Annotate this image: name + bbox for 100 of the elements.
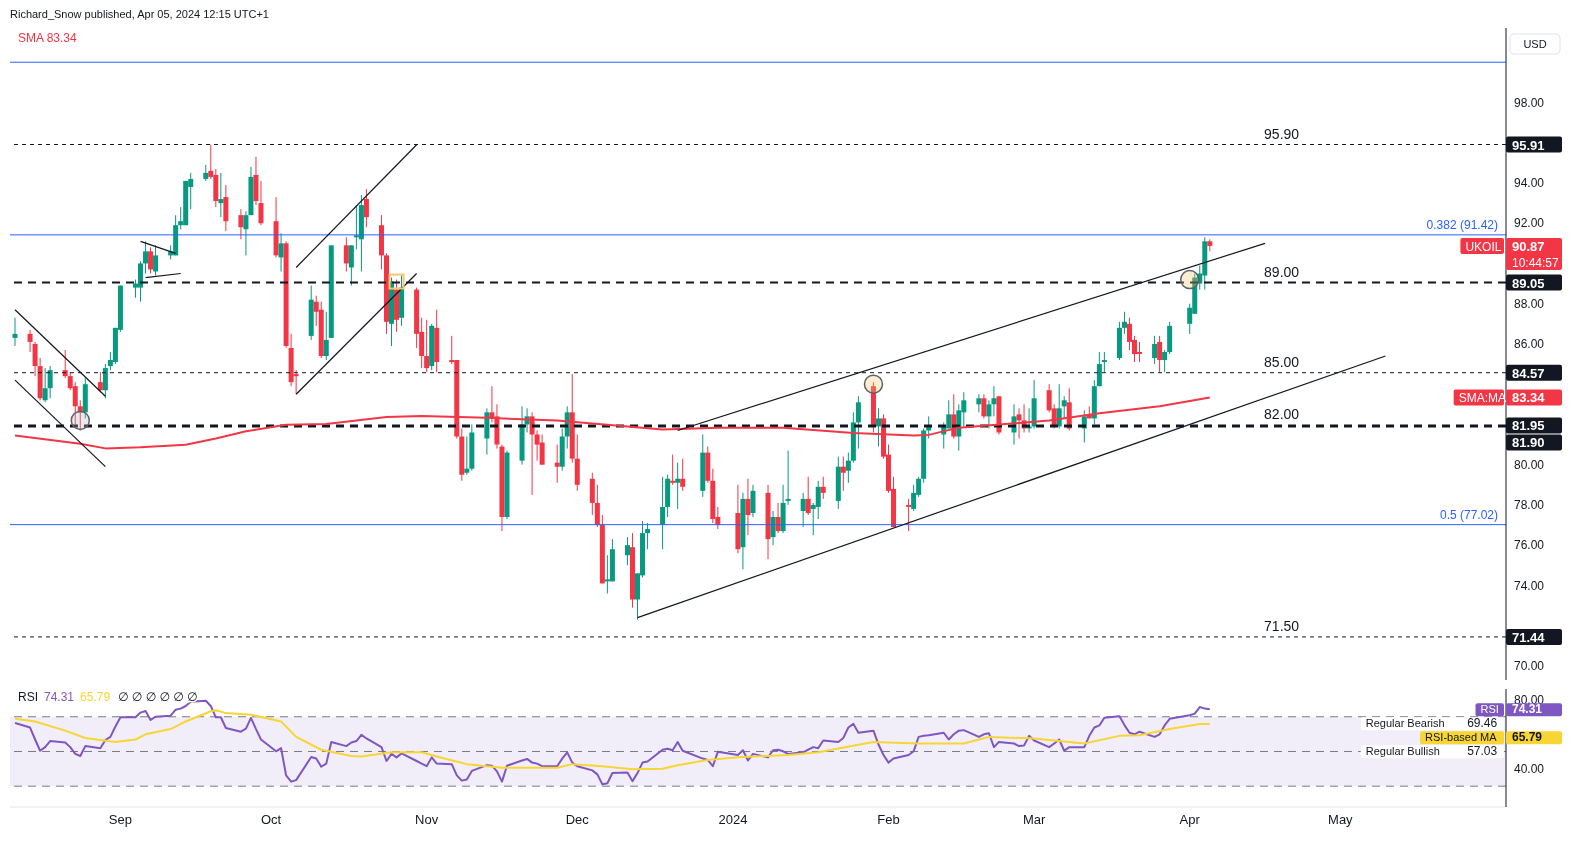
candlestick: [1121, 311, 1127, 335]
candlestick: [97, 371, 103, 393]
x-tick-label: Oct: [260, 812, 282, 828]
candlestick: [845, 452, 851, 484]
candlestick: [77, 399, 83, 431]
candlestick: [1162, 349, 1168, 373]
chart-title: RSI: [18, 690, 39, 704]
candlestick: [624, 536, 630, 566]
candlestick: [840, 456, 846, 492]
annotation: 71.50: [1264, 617, 1300, 634]
candlestick: [323, 311, 329, 361]
point: [1179, 269, 1200, 290]
candlestick: [750, 484, 756, 518]
candlestick: [47, 365, 53, 399]
ref-line-label: 89.05: [1512, 275, 1545, 291]
annotation: UKOIL: [1465, 239, 1502, 254]
ref-line-label: 95.91: [1512, 137, 1545, 153]
candlestick: [675, 462, 681, 510]
candlestick: [855, 395, 861, 450]
line-series: [14, 709, 1211, 771]
candlestick: [875, 407, 881, 448]
y-tick-label: 98.00: [1514, 95, 1545, 110]
candlestick: [102, 363, 108, 399]
candlestick: [815, 480, 821, 520]
text: RSI-based MA: [1425, 731, 1498, 744]
candlestick: [775, 502, 781, 534]
y-tick-label: 74.00: [1514, 578, 1545, 593]
annotation: ∅ ∅ ∅ ∅ ∅ ∅: [118, 690, 198, 704]
candlestick: [12, 317, 18, 347]
candlestick: [1152, 335, 1158, 365]
candlestick: [680, 458, 686, 492]
x-tick-label: May: [1328, 812, 1354, 828]
annotation: Regular Bullish: [1365, 745, 1440, 758]
text: RSI: [1480, 703, 1499, 716]
candlestick: [1061, 395, 1067, 419]
candlestick: [153, 244, 159, 277]
candlestick: [554, 444, 560, 484]
candlestick: [1096, 351, 1102, 387]
x-tick-label: Sep: [108, 812, 133, 828]
candlestick: [981, 393, 987, 419]
x-tick-label: Nov: [415, 812, 439, 828]
candlestick: [1016, 407, 1022, 440]
candlestick: [820, 476, 826, 500]
text: USD: [1523, 38, 1547, 50]
candlestick: [464, 436, 470, 476]
annotation: 74.31: [44, 690, 75, 704]
annotation: 82.00: [1264, 406, 1300, 423]
y-tick-label: 88.00: [1514, 296, 1545, 311]
annotation: 57.03: [1467, 744, 1498, 759]
candlestick: [363, 188, 369, 228]
candlestick: [278, 232, 284, 272]
annotation: 65.79: [80, 690, 111, 704]
candlestick: [645, 522, 651, 550]
annotation: 69.46: [1467, 716, 1498, 731]
y-tick-label: 70.00: [1514, 659, 1545, 674]
y-tick-label: 92.00: [1514, 216, 1545, 231]
candlestick: [594, 484, 600, 528]
candlestick: [906, 498, 912, 532]
y-tick-label: 94.00: [1514, 176, 1545, 191]
ref-line-label: 71.44: [1512, 629, 1546, 645]
ref-line-label: 81.95: [1512, 418, 1545, 434]
x-tick-label: Dec: [565, 812, 590, 828]
candlestick: [745, 478, 751, 536]
ref-line-label: 84.57: [1512, 365, 1545, 381]
x-tick-label: 2024: [718, 812, 748, 828]
candlestick: [218, 172, 224, 218]
y-tick-label: 76.00: [1514, 538, 1545, 553]
x-tick-label: Feb: [877, 812, 900, 828]
ref-line-label: 0.5 (77.02): [1439, 507, 1498, 522]
candlestick: [143, 240, 149, 275]
text: 90.87: [1512, 238, 1545, 254]
candlestick: [148, 246, 154, 275]
y-tick-label: 78.00: [1514, 498, 1545, 513]
text: SMA: [18, 31, 47, 45]
annotation: 89.00: [1264, 263, 1300, 280]
candlestick: [343, 236, 349, 272]
y-tick-label: 40.00: [1514, 762, 1545, 777]
candlestick: [770, 510, 776, 546]
candlestick: [800, 492, 806, 528]
candlestick: [348, 244, 354, 287]
text: 65.79: [1512, 730, 1543, 745]
x-tick-label: Apr: [1179, 812, 1201, 828]
candlestick: [670, 454, 676, 486]
candlestick: [1157, 335, 1163, 373]
candlestick: [1101, 351, 1107, 373]
candlestick: [539, 433, 545, 466]
line-series: [14, 699, 1211, 786]
annotation: 83.34: [46, 31, 78, 45]
ref-line-label: 0.382 (91.42): [1426, 217, 1498, 232]
candlestick: [424, 319, 430, 373]
candlestick: [660, 476, 666, 550]
x-tick-label: Mar: [1022, 812, 1046, 828]
y-tick-label: 80.00: [1514, 457, 1545, 472]
candlestick: [805, 476, 811, 516]
candlestick: [27, 329, 33, 353]
text: 74.31: [1512, 702, 1543, 717]
candlestick: [986, 399, 992, 429]
candlestick: [62, 349, 68, 379]
candlestick: [42, 367, 48, 403]
annotation: 85.00: [1264, 353, 1300, 370]
